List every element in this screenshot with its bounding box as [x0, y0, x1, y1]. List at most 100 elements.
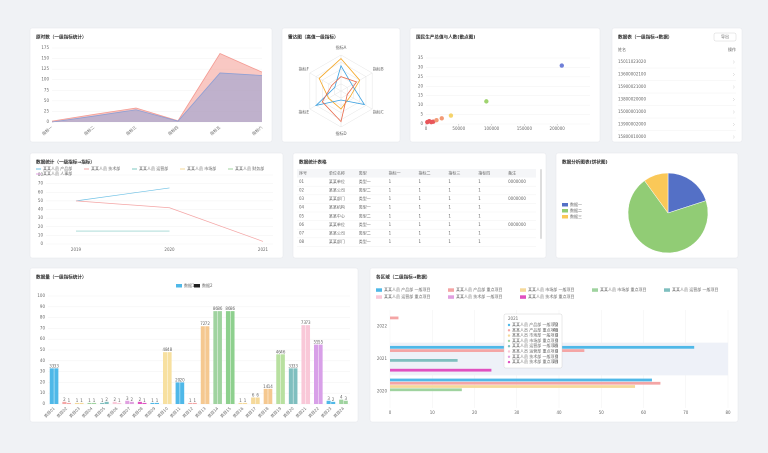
table-cell: 1: [389, 179, 392, 184]
bar-value-label: 1: [244, 398, 247, 403]
table-cell: 1: [448, 239, 451, 244]
table-cell: 1: [419, 188, 422, 193]
legend-label: 某某人员 财务部: [235, 165, 264, 171]
table-cell: 类型一: [359, 204, 371, 210]
x-tick-label: 100000: [484, 126, 500, 131]
y-tick-label: 100: [41, 77, 49, 82]
tooltip-value: 0: [555, 354, 558, 359]
bar-value-label: 2: [131, 397, 134, 402]
y-tick-label: 60: [40, 336, 46, 341]
tooltip-name: 某某人员 产品部 一般项目: [512, 321, 559, 327]
bar: [213, 311, 218, 404]
list-item[interactable]: 15900021000: [618, 84, 646, 89]
bar-value-label: 1: [189, 398, 192, 403]
table-cell: 类型一: [359, 221, 371, 227]
y-tick-label: 40: [40, 358, 46, 363]
bar-value-label: 86: [225, 306, 231, 311]
radar-label: 指标D: [335, 130, 346, 136]
bar-value-label: 20: [180, 377, 186, 382]
bar: [62, 401, 67, 404]
legend-swatch: [562, 203, 568, 207]
list-item[interactable]: 15011023020: [618, 59, 646, 64]
legend-swatch: [194, 284, 200, 288]
legend-label: 某某人员 技术部 一般项目: [456, 293, 503, 299]
table-header: 指标一: [389, 169, 401, 175]
legend-label: 数据一: [570, 201, 582, 207]
x-tick-label: 30: [514, 410, 520, 415]
table-cell: 1: [478, 196, 481, 201]
bar: [225, 311, 231, 404]
x-tick-label: 50: [599, 410, 605, 415]
bar: [167, 352, 172, 404]
table-cell: 1: [419, 196, 422, 201]
table-cell: 1: [478, 231, 481, 236]
chevron: [732, 85, 735, 89]
table-cell: 某某部门: [329, 195, 345, 201]
line: [75, 187, 170, 202]
tooltip-name: 某某人员 技术部 重点项目: [512, 358, 559, 364]
bar: [390, 316, 399, 320]
bar: [112, 401, 117, 404]
tooltip-value: 0: [555, 333, 558, 338]
table-cell: 1: [448, 205, 451, 210]
bar: [87, 402, 92, 404]
bar: [175, 382, 180, 404]
y-tick-label: 175: [41, 45, 49, 50]
legend-swatch: [376, 295, 382, 299]
chart-title: 数据分析图表(饼状图): [562, 159, 608, 166]
table-header-bg: [297, 169, 536, 178]
tooltip-value: 72: [553, 322, 559, 327]
bar: [251, 397, 256, 404]
bar-value-label: 72: [200, 321, 206, 326]
x-tick-label: 80: [725, 410, 731, 415]
list-item[interactable]: 13600002100: [618, 72, 646, 77]
bar-value-label: 86: [213, 306, 219, 311]
bar-value-label: 86: [217, 306, 223, 311]
bar-value-label: 6: [256, 393, 259, 398]
legend-label: 某某人员 产品部 一般项目: [384, 286, 431, 292]
bar-value-label: 1: [68, 398, 71, 403]
chart-title: 数据统计（一级指标→指标）: [36, 159, 95, 166]
y-tick-label: 30: [418, 64, 424, 69]
bar: [238, 402, 243, 404]
list-item[interactable]: 15000001000: [618, 109, 646, 114]
export-button[interactable]: [713, 32, 737, 42]
radar-label: 指标A: [336, 44, 347, 50]
bar-value-label: 1: [101, 398, 104, 403]
legend-swatch: [448, 295, 454, 299]
bar-value-label: 1: [193, 398, 196, 403]
bar-value-label: 86: [230, 306, 236, 311]
bar-value-label: 55: [314, 340, 320, 345]
table-cell: 类型二: [359, 230, 371, 236]
list-item[interactable]: 13900002000: [618, 122, 646, 127]
bar-value-label: 1: [93, 398, 96, 403]
bar-value-label: 48: [163, 347, 169, 352]
line: [51, 52, 263, 122]
tooltip-name: 某某人员 市场部 重点项目: [512, 337, 559, 343]
chevron: [732, 110, 735, 114]
legend-label: 某某人员 运营部 一般项目: [672, 286, 719, 292]
bar: [74, 402, 80, 404]
tooltip-dot: [507, 339, 511, 343]
bar: [192, 402, 197, 404]
table-cell: 08: [299, 239, 305, 244]
y-tick-label: 0: [420, 121, 423, 126]
list-item[interactable]: 13800020000: [618, 97, 646, 102]
y-tick-label: 5: [420, 112, 423, 117]
bar-value-label: 72: [205, 321, 211, 326]
tooltip-name: 某某人员 技术部 一般项目: [512, 353, 559, 359]
legend-swatch: [562, 209, 568, 213]
y-tick-label: 80: [40, 315, 46, 320]
bar: [188, 402, 193, 404]
bar: [314, 344, 319, 404]
list-item[interactable]: 15800010000: [618, 134, 646, 139]
table-cell: 1: [448, 188, 451, 193]
bar: [180, 382, 185, 404]
list-action: 操作: [728, 46, 736, 52]
bar-value-label: 2: [332, 397, 335, 402]
bar-value-label: 14: [263, 384, 269, 389]
y-tick-label: 30: [40, 369, 46, 374]
radar-spoke: [340, 90, 373, 110]
point: [439, 116, 444, 121]
table-cell: 1: [389, 188, 392, 193]
